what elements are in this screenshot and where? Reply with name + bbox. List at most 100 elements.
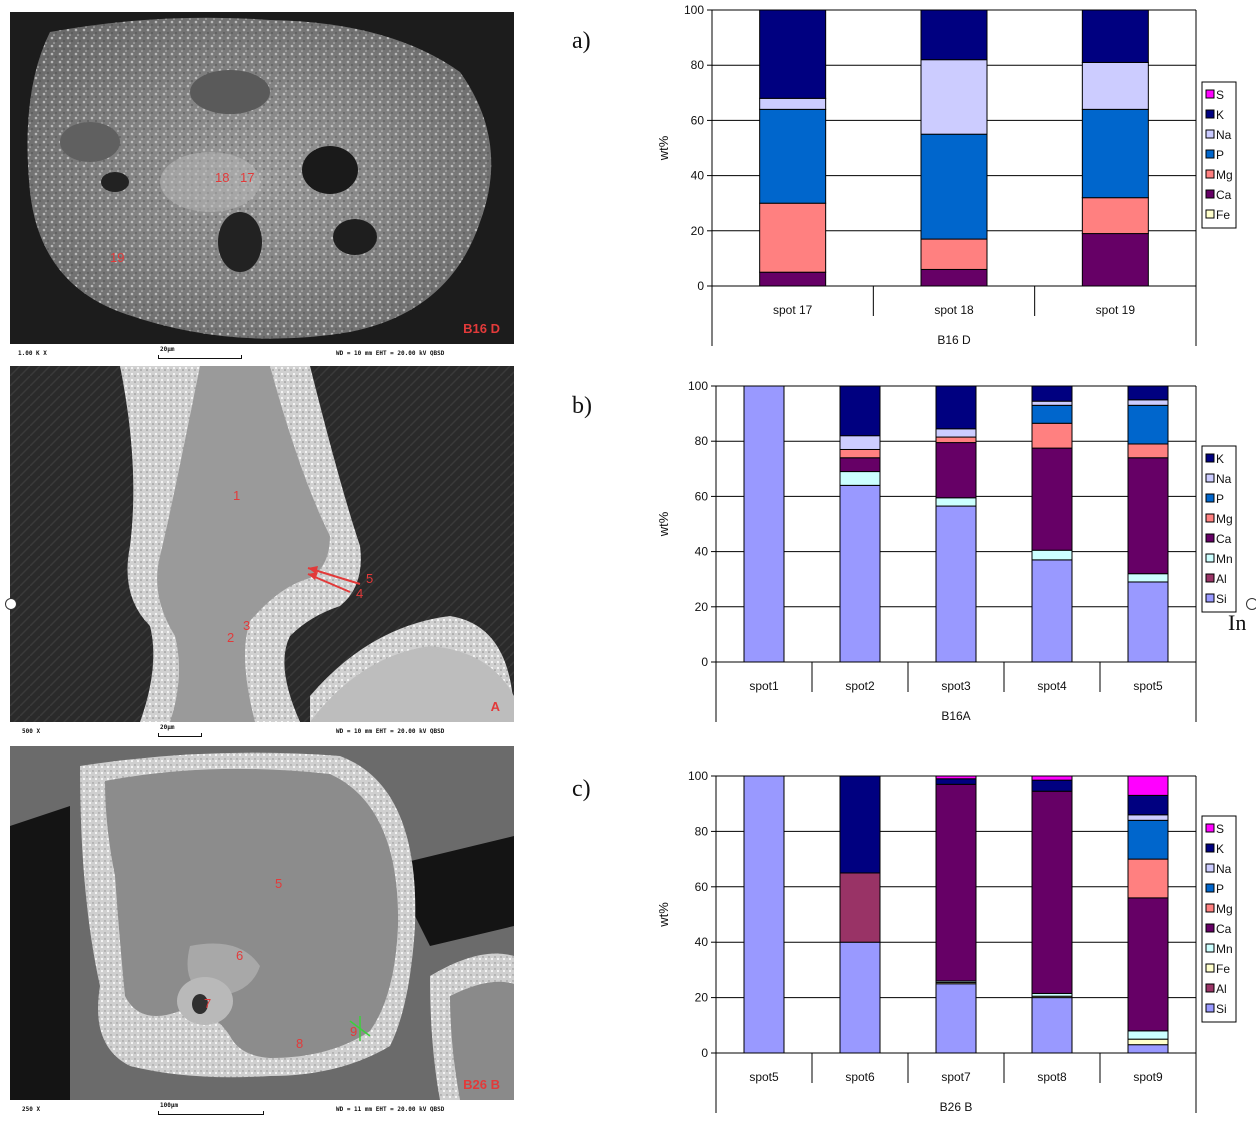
- y-tick-label: 0: [701, 655, 708, 669]
- spot-label: 6: [236, 948, 244, 963]
- bar-segment: [1127, 858, 1169, 899]
- legend-label: Si: [1216, 592, 1227, 606]
- legend-label: Na: [1216, 862, 1232, 876]
- scale-label: 100µm: [160, 1102, 179, 1109]
- group-label: B16A: [941, 709, 970, 723]
- bar-segment: [1081, 61, 1149, 110]
- bar-segment: [1127, 1044, 1169, 1054]
- bar-segment: [1031, 422, 1073, 449]
- bar-segment: [1127, 1038, 1169, 1046]
- legend-label: Fe: [1216, 208, 1230, 222]
- selection-handle-right[interactable]: [1246, 598, 1256, 610]
- chart-c-svg: 0 20 40 60 80 100 wt% spot5 spot6 spot7 spot8 spot9…: [656, 769, 1237, 1114]
- y-axis-label: wt%: [656, 511, 671, 537]
- legend-swatch: [1205, 823, 1215, 833]
- y-tick-label: 80: [691, 58, 705, 72]
- bar-segment: [839, 775, 881, 874]
- sem-sample-tag: B16 D: [463, 321, 500, 336]
- bar-segment: [1081, 108, 1149, 199]
- legend-swatch: [1205, 903, 1215, 913]
- y-tick-label: 60: [695, 489, 709, 503]
- selection-handle-left[interactable]: [5, 598, 17, 610]
- spot-label: 17: [240, 170, 255, 185]
- bar-segment: [920, 268, 988, 287]
- legend-swatch: [1205, 943, 1215, 953]
- bar-segment: [1031, 404, 1073, 424]
- group-label: B26 B: [940, 1100, 973, 1114]
- bar-segment: [1127, 399, 1169, 406]
- scale-bar: [158, 355, 242, 359]
- bar-segment: [935, 442, 977, 499]
- sem-sample-tag: A: [490, 699, 500, 714]
- scale-bar: [158, 733, 202, 737]
- bar-segment: [1127, 457, 1169, 575]
- bar-segment: [1127, 819, 1169, 860]
- legend-label: K: [1216, 452, 1224, 466]
- bar-segment: [1081, 9, 1149, 63]
- bar-segment: [1081, 233, 1149, 287]
- legend-swatch: [1205, 1003, 1215, 1013]
- bar-segment: [1127, 404, 1169, 445]
- legend-label: K: [1216, 108, 1224, 122]
- sem-image-a-texture: [10, 12, 514, 344]
- bar-segment: [759, 108, 827, 204]
- x-tick-label: spot9: [1133, 1070, 1163, 1084]
- sem-info-bar: 1.00 K X 20µm WD = 10 mm EHT = 20.00 kV …: [10, 344, 514, 362]
- bar-segment: [839, 448, 881, 459]
- legend-swatch: [1205, 923, 1215, 933]
- x-tick-label: spot5: [1133, 679, 1163, 693]
- bar-segment: [1127, 573, 1169, 583]
- bar-segment: [1031, 559, 1073, 663]
- sem-image-b: 1 5 4 2 3 A 500 X 20µm WD = 10 mm EHT = …: [10, 366, 514, 740]
- sem-image-a: 18 17 19 B16 D 1.00 K X 20µm WD = 10 mm …: [10, 12, 514, 362]
- legend-swatch: [1205, 89, 1215, 99]
- group-label: B16 D: [937, 333, 971, 347]
- instrument-settings: WD = 11 mm EHT = 20.00 kV QBSD: [336, 1106, 445, 1113]
- legend-swatch: [1205, 129, 1215, 139]
- scale-label: 20µm: [160, 346, 175, 353]
- bar-segment: [1127, 775, 1169, 796]
- magnification: 1.00 K X: [18, 350, 47, 357]
- legend-swatch: [1205, 453, 1215, 463]
- legend-label: Si: [1216, 1002, 1227, 1016]
- scale-bar: [158, 1111, 264, 1115]
- legend-swatch: [1205, 593, 1215, 603]
- x-tick-label: spot2: [845, 679, 875, 693]
- spot-label: 7: [204, 996, 212, 1011]
- spot-label: 9: [350, 1024, 358, 1039]
- bar-segment: [935, 428, 977, 438]
- legend-label: Na: [1216, 472, 1232, 486]
- bar-segment: [759, 202, 827, 273]
- panel-letter-a: a): [572, 28, 591, 54]
- magnification: 250 X: [22, 1106, 41, 1113]
- x-tick-label: spot4: [1037, 679, 1067, 693]
- legend-swatch: [1205, 573, 1215, 583]
- bar-segment: [1127, 385, 1169, 401]
- bar-segment: [839, 457, 881, 473]
- instrument-settings: WD = 10 mm EHT = 20.00 kV QBSD: [336, 350, 445, 357]
- legend-swatch: [1205, 189, 1215, 199]
- legend-label: Mn: [1216, 942, 1233, 956]
- spot-label: 5: [366, 571, 374, 586]
- bar-segment: [920, 238, 988, 270]
- bar-segment: [839, 484, 881, 663]
- spot-label: 2: [227, 630, 235, 645]
- bar-segment: [935, 778, 977, 785]
- legend-swatch: [1205, 843, 1215, 853]
- x-tick-label: spot7: [941, 1070, 971, 1084]
- legend-swatch: [1205, 983, 1215, 993]
- legend-swatch: [1205, 533, 1215, 543]
- y-tick-label: 100: [684, 3, 704, 17]
- spot-label: 5: [275, 876, 283, 891]
- legend-swatch: [1205, 169, 1215, 179]
- y-tick-label: 80: [695, 824, 709, 838]
- bar-segment: [935, 385, 977, 430]
- y-tick-label: 80: [695, 434, 709, 448]
- spot-label: 19: [110, 250, 125, 265]
- y-tick-label: 0: [701, 1046, 708, 1060]
- bar-segment: [759, 9, 827, 99]
- legend-label: P: [1216, 148, 1224, 162]
- chart-b: 0 20 40 60 80 100 wt% spot1 spot2 spot3 spot4 spot5…: [640, 372, 1256, 732]
- legend-label: Al: [1216, 982, 1227, 996]
- legend-label: Ca: [1216, 532, 1232, 546]
